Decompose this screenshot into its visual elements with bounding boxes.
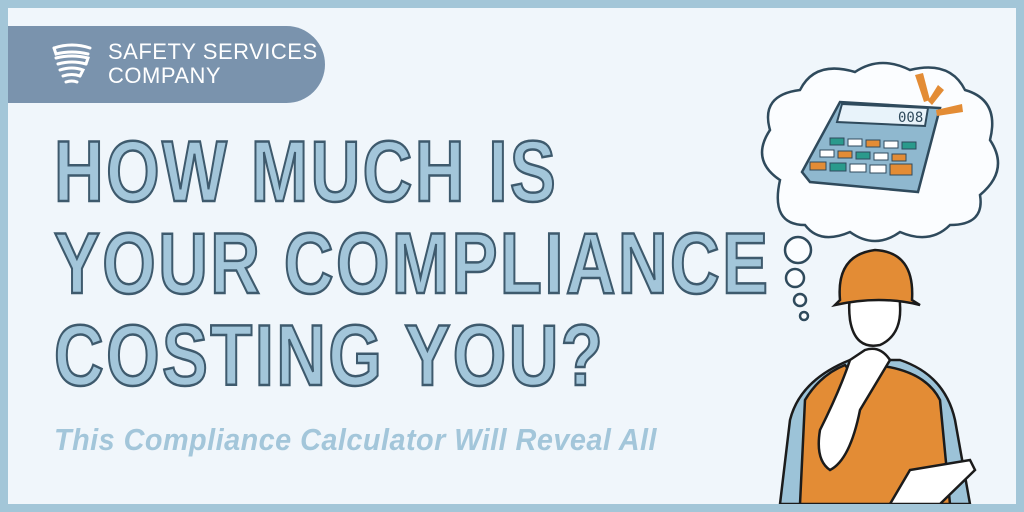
brand-name-line1: SAFETY SERVICES	[108, 39, 318, 64]
headline-line-2: YOUR COMPLIANCE	[53, 216, 771, 312]
headline: HOW MUCH IS YOUR COMPLIANCE COSTING YOU?	[53, 124, 949, 404]
worker-figure	[778, 248, 977, 504]
subtitle: This Compliance Calculator Will Reveal A…	[54, 422, 657, 457]
calculator-icon: 008	[800, 73, 963, 194]
headline-line-1: HOW MUCH IS	[53, 124, 559, 220]
headline-line-3: COSTING YOU?	[53, 308, 606, 404]
banner: SAFETY SERVICES COMPANY HOW MUCH IS YOUR…	[8, 8, 1016, 504]
shield-stripes-icon	[52, 43, 92, 84]
thinking-worker-illustration: 008	[760, 61, 1000, 504]
brand-name-line2: COMPANY	[108, 63, 222, 88]
brand-logo: SAFETY SERVICES COMPANY	[8, 26, 325, 103]
calculator-display: 008	[898, 110, 923, 126]
